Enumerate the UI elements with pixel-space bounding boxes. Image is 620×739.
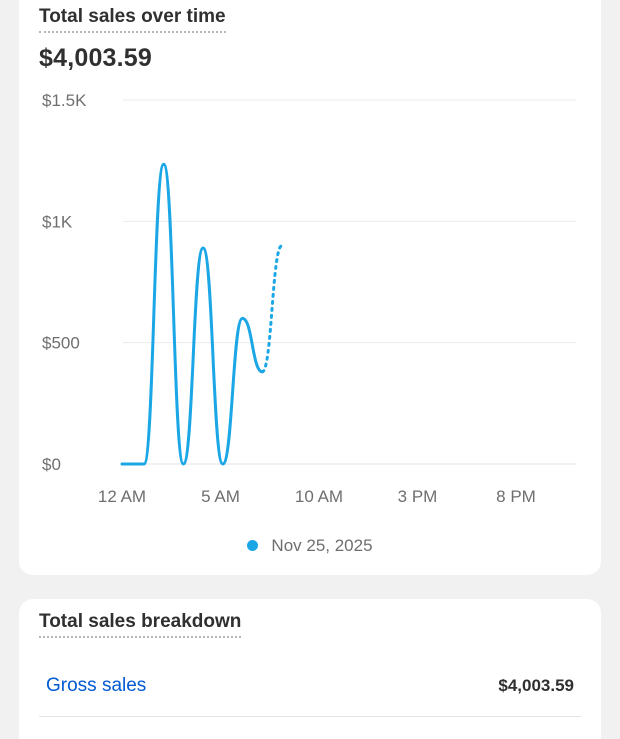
data-point bbox=[241, 317, 244, 320]
total-sales-value: $4,003.59 bbox=[39, 44, 153, 72]
series-line-nov-25 bbox=[120, 162, 264, 466]
series-line-projection bbox=[260, 244, 284, 374]
data-point bbox=[261, 370, 264, 373]
x-tick-label: 12 AM bbox=[98, 487, 146, 506]
data-point bbox=[182, 463, 185, 466]
x-tick-label: 3 PM bbox=[398, 487, 438, 506]
legend-dot-icon bbox=[247, 540, 259, 551]
gross-sales-value: $4,003.59 bbox=[498, 676, 574, 695]
chart-gridlines bbox=[123, 99, 576, 465]
legend-label: Nov 25, 2025 bbox=[271, 536, 373, 555]
data-point bbox=[280, 244, 283, 247]
chart-legend: Nov 25, 2025 bbox=[19, 536, 601, 556]
x-tick-label: 5 AM bbox=[201, 487, 240, 506]
y-tick-label: $1.5K bbox=[42, 91, 87, 110]
breakdown-row-gross-sales: Gross sales $4,003.59 bbox=[46, 671, 574, 701]
data-point bbox=[143, 463, 146, 466]
y-axis-ticks: $0 $500 $1K $1.5K bbox=[42, 91, 87, 474]
x-tick-label: 10 AM bbox=[295, 487, 343, 506]
sales-over-time-title[interactable]: Total sales over time bbox=[39, 6, 226, 33]
gross-sales-link[interactable]: Gross sales bbox=[46, 675, 147, 696]
chart-series bbox=[120, 162, 284, 466]
y-tick-label: $0 bbox=[42, 455, 61, 474]
sales-over-time-card: Total sales over time $4,003.59 $0 $500 $1… bbox=[19, 0, 601, 575]
data-point bbox=[162, 163, 165, 166]
y-tick-label: $500 bbox=[42, 334, 80, 353]
x-tick-label: 8 PM bbox=[496, 487, 536, 506]
sales-breakdown-title[interactable]: Total sales breakdown bbox=[39, 611, 242, 638]
data-point bbox=[202, 247, 205, 250]
x-axis-ticks: 12 AM 5 AM 10 AM 3 PM 8 PM bbox=[98, 487, 536, 506]
data-point bbox=[221, 463, 224, 466]
y-tick-label: $1K bbox=[42, 212, 73, 231]
row-divider bbox=[39, 716, 581, 717]
sales-line-chart[interactable]: $0 $500 $1K $1.5K 12 AM 5 AM 10 AM 3 PM 8 PM bbox=[0, 0, 620, 520]
sales-breakdown-card: Total sales breakdown Gross sales $4,003… bbox=[19, 599, 601, 739]
